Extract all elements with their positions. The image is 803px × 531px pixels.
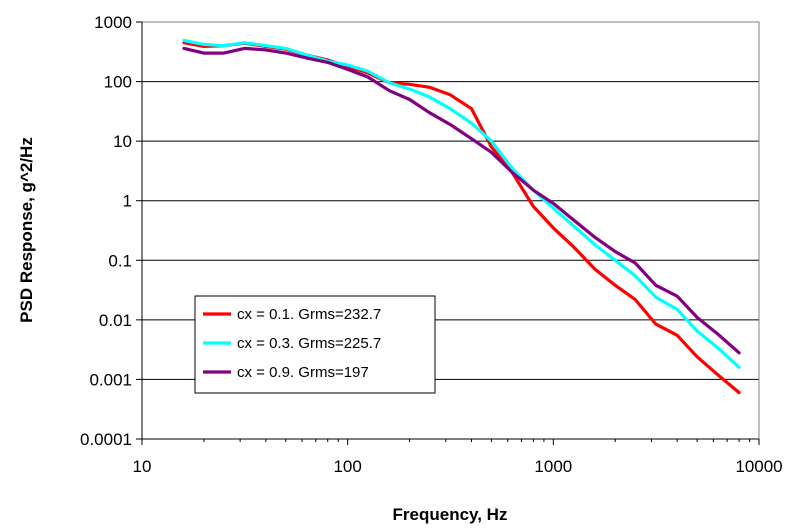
y-tick-label: 0.0001 bbox=[80, 430, 132, 449]
legend-label: cx = 0.1. Grms=232.7 bbox=[237, 306, 381, 323]
x-tick-label: 10 bbox=[133, 457, 152, 476]
series-line-3 bbox=[182, 46, 741, 355]
x-axis-title: Frequency, Hz bbox=[393, 505, 508, 524]
legend-box bbox=[194, 295, 436, 394]
x-tick-label: 100 bbox=[333, 457, 361, 476]
legend-label: cx = 0.9. Grms=197 bbox=[237, 364, 369, 381]
series-lines bbox=[182, 38, 741, 395]
legend-label: cx = 0.3. Grms=225.7 bbox=[237, 335, 381, 352]
y-tick-label: 0.01 bbox=[99, 311, 132, 330]
y-tick-label: 0.1 bbox=[108, 251, 132, 270]
tick-labels: 0.0001 0.001 0.01 0.1 1 10 100 1000 10 100 1000 100… bbox=[80, 13, 783, 476]
y-tick-label: 10 bbox=[113, 132, 132, 151]
y-tick-label: 1000 bbox=[94, 13, 132, 32]
y-axis-title: PSD Response, g^2/Hz bbox=[17, 137, 36, 323]
legend: cx = 0.1. Grms=232.7 cx = 0.3. Grms=225.7… bbox=[194, 295, 436, 394]
x-tick-label: 10000 bbox=[735, 457, 782, 476]
x-tick-label: 1000 bbox=[534, 457, 572, 476]
series-line-2 bbox=[182, 38, 741, 369]
y-tick-label: 0.001 bbox=[89, 370, 132, 389]
y-tick-label: 100 bbox=[104, 73, 132, 92]
axes bbox=[136, 21, 760, 445]
y-tick-label: 1 bbox=[123, 192, 132, 211]
